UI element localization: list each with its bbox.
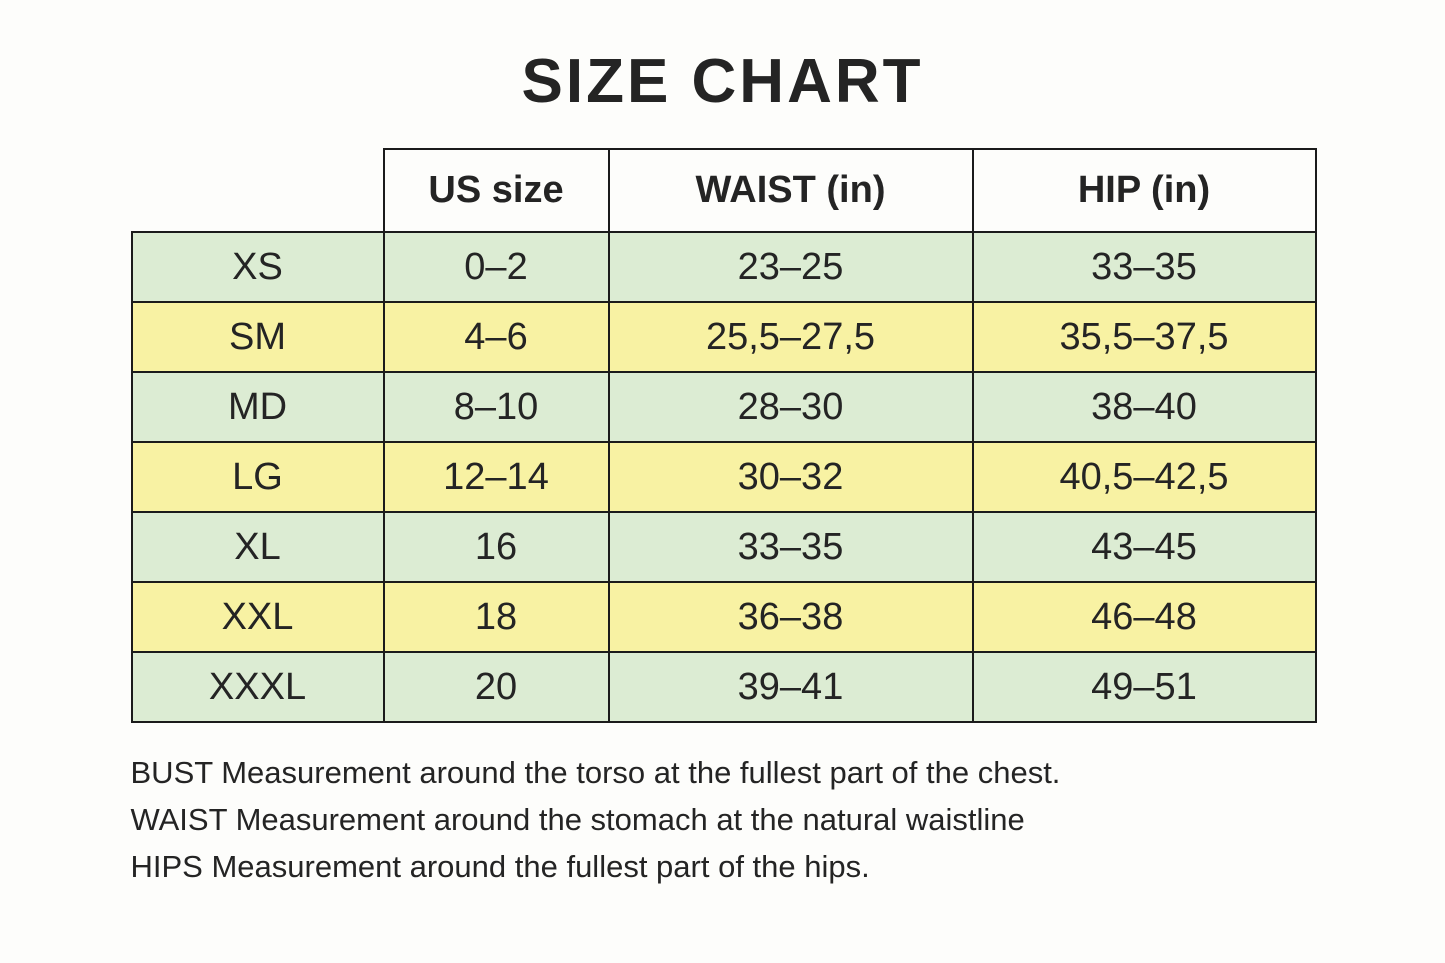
waist-value: 28–30 [607, 371, 974, 444]
size-label: MD [130, 371, 385, 444]
size-label: SM [130, 301, 385, 374]
header-waist: WAIST (in) [607, 148, 974, 234]
note-waist: WAIST Measurement around the stomach at … [130, 802, 1025, 838]
table-row-xxl: XXL 18 36–38 46–48 [130, 581, 1317, 654]
waist-value: 25,5–27,5 [607, 301, 974, 374]
table-row-md: MD 8–10 28–30 38–40 [130, 371, 1317, 444]
waist-value: 36–38 [607, 581, 974, 654]
header-us-size: US size [382, 148, 610, 234]
hip-value: 40,5–42,5 [971, 441, 1317, 514]
hip-value: 35,5–37,5 [971, 301, 1317, 374]
us-size-value: 12–14 [382, 441, 610, 514]
us-size-value: 18 [382, 581, 610, 654]
table-row-lg: LG 12–14 30–32 40,5–42,5 [130, 441, 1317, 514]
note-bust: BUST Measurement around the torso at the… [130, 755, 1061, 791]
hip-value: 43–45 [971, 511, 1317, 584]
hip-value: 49–51 [971, 651, 1317, 724]
size-chart-table: US size WAIST (in) HIP (in) XS 0–2 23–25… [130, 148, 1317, 724]
page-title: SIZE CHART [521, 47, 924, 116]
us-size-value: 8–10 [382, 371, 610, 444]
hip-value: 33–35 [971, 231, 1317, 304]
hip-value: 38–40 [971, 371, 1317, 444]
size-label: XXXL [130, 651, 385, 724]
header-spacer-cell [132, 149, 384, 232]
waist-value: 23–25 [607, 231, 974, 304]
waist-value: 33–35 [607, 511, 974, 584]
table-row-xxxl: XXXL 20 39–41 49–51 [130, 651, 1317, 724]
us-size-value: 4–6 [382, 301, 610, 374]
header-row: US size WAIST (in) HIP (in) [132, 148, 1317, 234]
us-size-value: 20 [382, 651, 610, 724]
size-label: XXL [130, 581, 385, 654]
size-label: XS [130, 231, 385, 304]
size-chart-page: SIZE CHART US size WAIST (in) HIP (in) X… [130, 0, 1317, 891]
size-label: XL [130, 511, 385, 584]
table-row-xl: XL 16 33–35 43–45 [130, 511, 1317, 584]
us-size-value: 16 [382, 511, 610, 584]
hip-value: 46–48 [971, 581, 1317, 654]
measurement-notes: BUST Measurement around the torso at the… [131, 749, 1315, 890]
table-row-xs: XS 0–2 23–25 33–35 [130, 231, 1317, 304]
size-label: LG [130, 441, 385, 514]
header-hip: HIP (in) [971, 148, 1317, 234]
us-size-value: 0–2 [382, 231, 610, 304]
table-row-sm: SM 4–6 25,5–27,5 35,5–37,5 [130, 301, 1317, 374]
waist-value: 30–32 [607, 441, 974, 514]
note-hips: HIPS Measurement around the fullest part… [130, 849, 870, 885]
waist-value: 39–41 [607, 651, 974, 724]
